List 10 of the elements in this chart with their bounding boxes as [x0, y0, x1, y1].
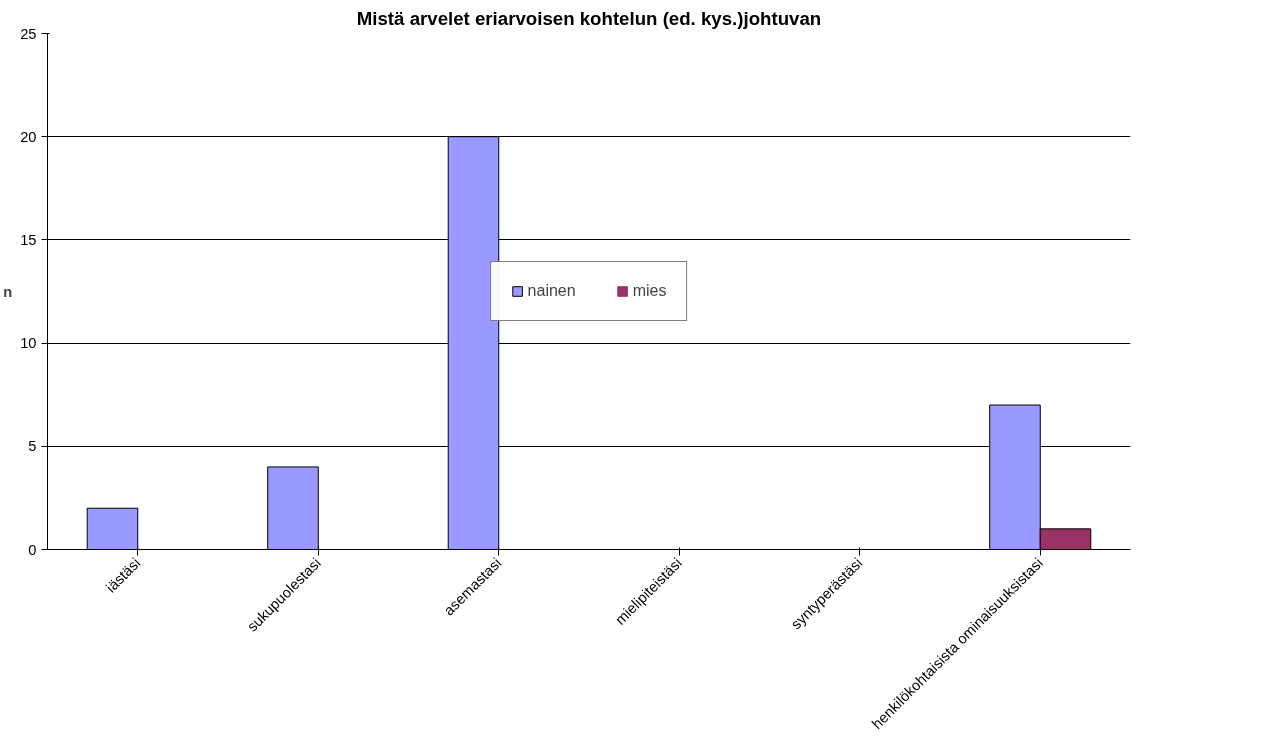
y-tick-label: 5: [28, 438, 37, 455]
y-tick-label: 15: [20, 231, 37, 248]
y-tick-label: 25: [20, 25, 37, 42]
y-axis-title: n: [3, 283, 13, 300]
chart-title: Mistä arvelet eriarvoisen kohtelun (ed. kys.)johtuvan: [356, 7, 822, 29]
legend-label: mies: [632, 282, 667, 300]
y-tick-label: 10: [20, 335, 37, 352]
y-tick-label: 0: [28, 541, 37, 558]
y-tick-label: 20: [20, 128, 37, 145]
legend-label: nainen: [527, 282, 576, 300]
